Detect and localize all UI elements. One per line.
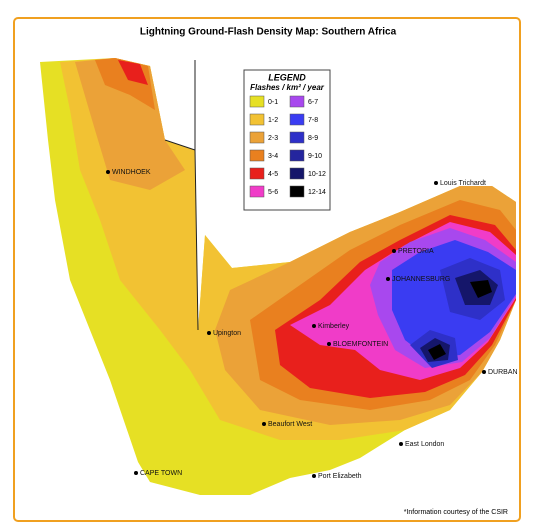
border (164, 60, 199, 331)
legend-swatch (249, 131, 265, 144)
legend-swatch (249, 113, 265, 126)
legend-label: 3-4 (268, 153, 278, 160)
legend-swatch (249, 95, 265, 108)
legend-label: 10-12 (308, 171, 326, 178)
city-dot (386, 277, 390, 281)
legend-label: 7-8 (308, 117, 318, 124)
map-title: Lightning Ground-Flash Density Map: Sout… (140, 27, 397, 38)
legend-swatch (289, 149, 305, 162)
legend-label: 12-14 (308, 189, 326, 196)
city-label: DURBAN (488, 369, 518, 376)
city-dot (312, 324, 316, 328)
legend-swatch (289, 95, 305, 108)
legend-label: 9-10 (308, 153, 322, 160)
map (40, 58, 516, 495)
legend-title: LEGEND (268, 72, 306, 82)
city-dot (392, 249, 396, 253)
city-label: Louis Trichardt (440, 180, 486, 187)
legend-label: 6-7 (308, 99, 318, 106)
city-label: PRETORIA (398, 248, 434, 255)
city-dot (399, 442, 403, 446)
legend-label: 0-1 (268, 99, 278, 106)
legend-swatch (289, 185, 305, 198)
legend-swatch (249, 185, 265, 198)
legend-label: 8-9 (308, 135, 318, 142)
city-label: WINDHOEK (112, 169, 151, 176)
footnote: *Information courtesy of the CSIR (404, 509, 508, 516)
city-dot (327, 342, 331, 346)
legend-label: 5-6 (268, 189, 278, 196)
city-dot (312, 474, 316, 478)
legend: LEGEND Flashes / km² / year 0-1 1-2 2-3 3-4… (243, 69, 331, 211)
legend-swatch (289, 131, 305, 144)
city-label: Upington (213, 330, 241, 337)
city-dot (482, 370, 486, 374)
legend-swatch (249, 167, 265, 180)
legend-swatch (289, 167, 305, 180)
city-dot (434, 181, 438, 185)
city-label: Kimberley (318, 323, 350, 330)
city-dot (207, 331, 211, 335)
legend-swatch (289, 113, 305, 126)
zone-12-14 (428, 280, 492, 360)
city-label: Port Elizabeth (318, 473, 362, 480)
city-label: BLOEMFONTEIN (333, 341, 388, 348)
legend-label: 2-3 (268, 135, 278, 142)
city-label: JOHANNESBURG (392, 276, 450, 283)
legend-label: 4-5 (268, 171, 278, 178)
city-label: East London (405, 441, 444, 448)
city-label: Beaufort West (268, 421, 312, 428)
city-dot (134, 471, 138, 475)
city-dot (262, 422, 266, 426)
legend-label: 1-2 (268, 117, 278, 124)
city-label: CAPE TOWN (140, 470, 182, 477)
city-dot (106, 170, 110, 174)
legend-subtitle: Flashes / km² / year (250, 83, 325, 92)
legend-swatch (249, 149, 265, 162)
